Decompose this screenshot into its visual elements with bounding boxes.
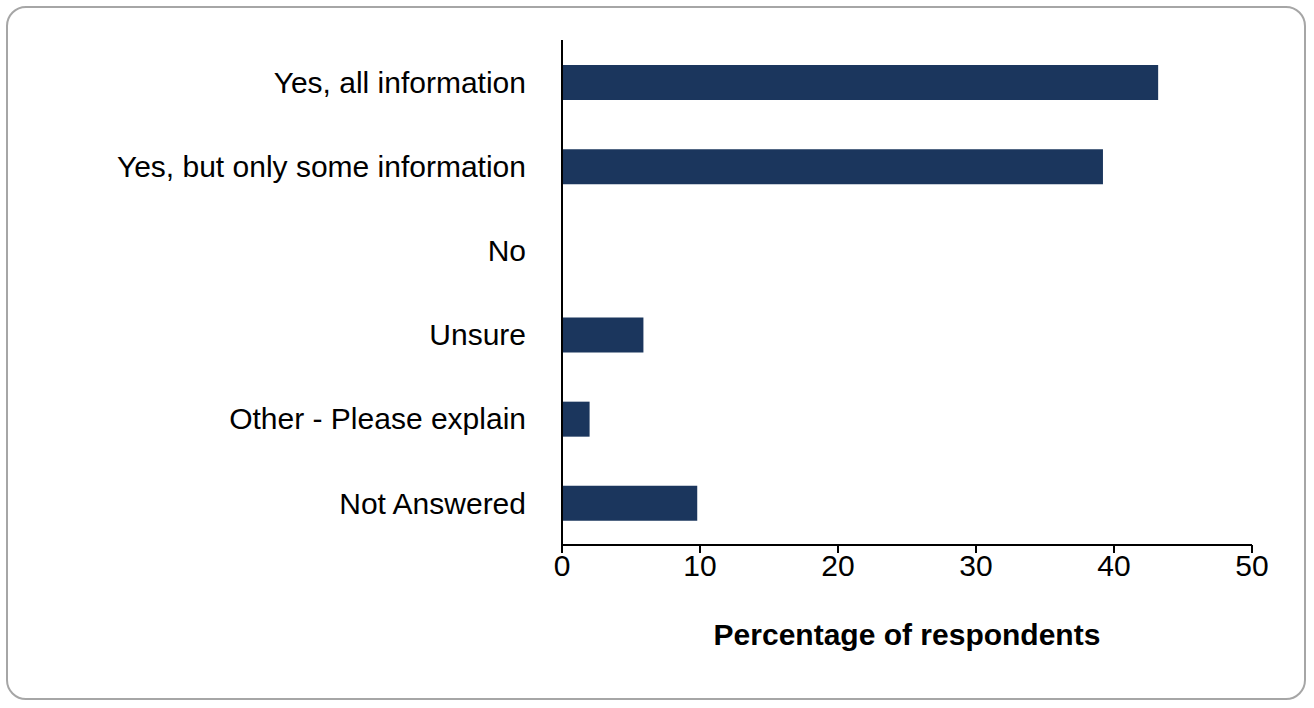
svg-text:Unsure: Unsure bbox=[429, 318, 526, 351]
svg-text:Percentage of respondents: Percentage of respondents bbox=[714, 618, 1101, 651]
svg-text:Not Answered: Not Answered bbox=[339, 487, 526, 520]
svg-text:Other - Please explain: Other - Please explain bbox=[229, 402, 526, 435]
svg-text:10: 10 bbox=[683, 549, 716, 582]
svg-text:20: 20 bbox=[821, 549, 854, 582]
svg-text:40: 40 bbox=[1097, 549, 1130, 582]
svg-text:Yes, all information: Yes, all information bbox=[274, 66, 526, 99]
svg-text:0: 0 bbox=[554, 549, 571, 582]
svg-text:No: No bbox=[488, 234, 526, 267]
svg-text:30: 30 bbox=[959, 549, 992, 582]
svg-text:Yes, but only some information: Yes, but only some information bbox=[117, 150, 526, 183]
svg-text:50: 50 bbox=[1235, 549, 1268, 582]
